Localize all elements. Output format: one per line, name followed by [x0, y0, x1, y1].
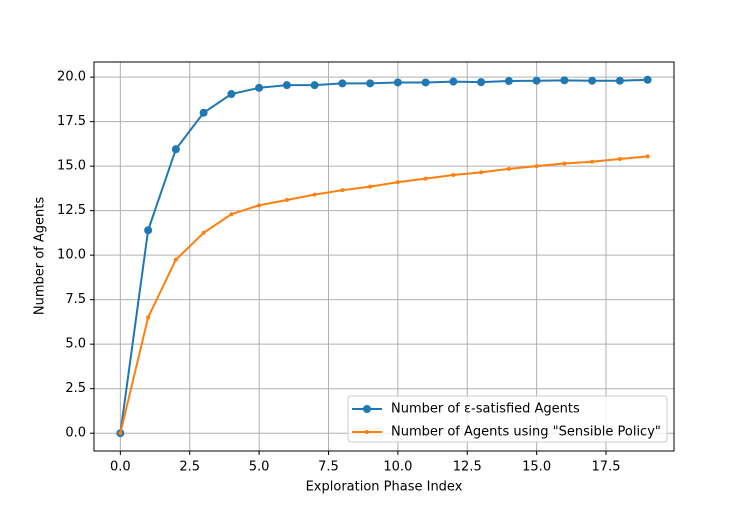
y-axis-label: Number of Agents: [33, 197, 48, 315]
point: [506, 166, 511, 171]
point: [201, 230, 206, 235]
y-tick-label: 10.0: [57, 248, 86, 263]
point: [227, 90, 236, 99]
x-axis-label: Exploration Phase Index: [306, 480, 463, 495]
y-tick-label: 5.0: [65, 337, 86, 352]
legend-label: Number of Agents using "Sensible Policy": [391, 425, 661, 440]
point: [588, 76, 597, 85]
point: [421, 78, 430, 87]
x-tick-label: 10.0: [383, 460, 412, 475]
point: [338, 79, 347, 88]
point: [366, 79, 375, 88]
point: [284, 197, 289, 202]
point: [118, 431, 123, 436]
point: [395, 180, 400, 185]
legend-marker: [365, 430, 369, 434]
point: [310, 81, 319, 90]
point: [282, 81, 291, 90]
series-line: [119, 155, 648, 434]
y-tick-label: 2.5: [65, 381, 86, 396]
point: [645, 154, 650, 159]
legend-box: [347, 395, 668, 443]
point: [368, 184, 373, 189]
point: [615, 76, 624, 85]
point: [479, 170, 484, 175]
legend-label: Number of ε-satisfied Agents: [391, 402, 580, 417]
point: [173, 257, 178, 262]
point: [449, 77, 458, 86]
point: [562, 161, 567, 166]
point: [229, 212, 234, 217]
point: [340, 188, 345, 193]
x-tick-label: 5.0: [249, 460, 270, 475]
point: [451, 173, 456, 178]
x-tick-label: 15.0: [522, 460, 551, 475]
point: [312, 192, 317, 197]
point: [144, 226, 153, 235]
point: [560, 76, 569, 85]
point: [423, 176, 428, 181]
y-tick-label: 0.0: [65, 426, 86, 441]
point: [257, 203, 262, 208]
point: [590, 159, 595, 164]
x-tick-label: 7.5: [318, 460, 339, 475]
point: [534, 164, 539, 169]
x-tick-label: 0.0: [110, 460, 131, 475]
y-tick-label: 17.5: [57, 114, 86, 129]
point: [477, 78, 486, 87]
y-tick-label: 20.0: [57, 70, 86, 85]
y-tick-label: 7.5: [65, 292, 86, 307]
point: [146, 315, 151, 320]
y-tick-label: 15.0: [57, 159, 86, 174]
point: [199, 108, 208, 117]
point: [643, 75, 652, 84]
series-line: [119, 78, 648, 434]
x-tick-label: 17.5: [592, 460, 621, 475]
legend-marker: [363, 405, 371, 413]
point: [393, 78, 402, 87]
point: [255, 83, 264, 92]
point: [532, 76, 541, 85]
point: [504, 77, 513, 86]
point: [171, 145, 180, 154]
plot-frame: [93, 61, 675, 452]
y-tick-label: 12.5: [57, 203, 86, 218]
x-tick-label: 2.5: [179, 460, 200, 475]
x-tick-label: 12.5: [453, 460, 482, 475]
point: [617, 157, 622, 162]
